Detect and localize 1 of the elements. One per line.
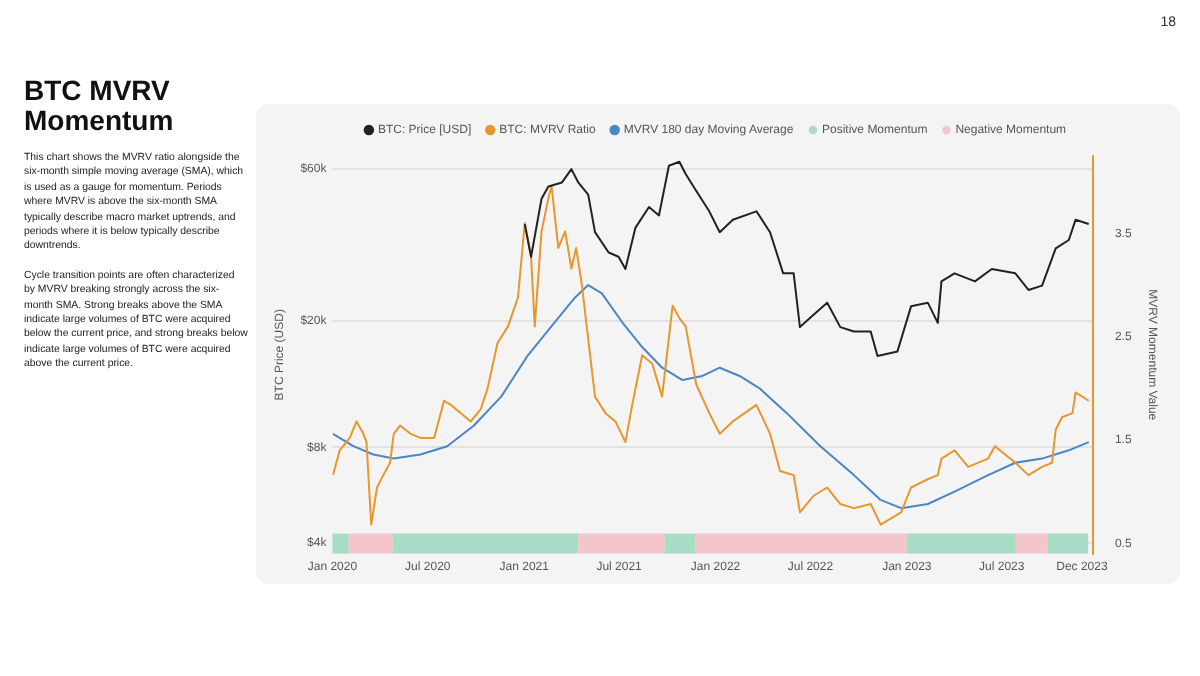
text: BTC MVRV Momentum (24, 74, 176, 136)
